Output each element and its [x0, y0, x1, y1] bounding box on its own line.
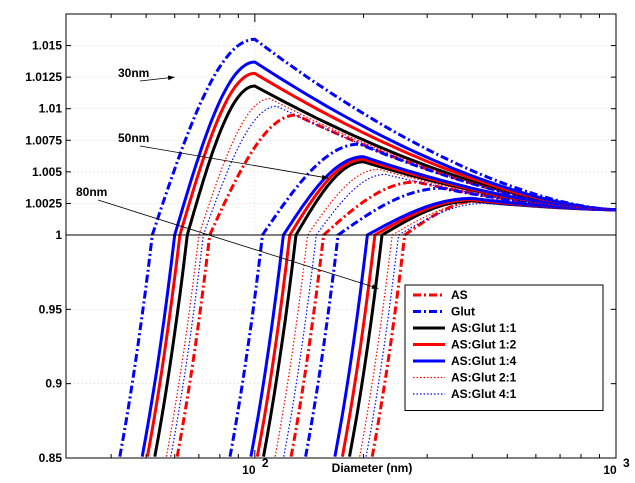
annotation-layer: 30nm 50nm 80nm	[76, 66, 379, 289]
annotation-arrowhead	[371, 284, 379, 289]
y-tick-label: 0.85	[39, 451, 63, 465]
series-line	[359, 201, 613, 457]
series-line	[333, 196, 616, 457]
plot-frame	[65, 13, 617, 459]
axes-layer: 0.85 0.9 0.95 1 1.0025 1.005 1.0075 1.01 1.0125 1…	[25, 13, 630, 477]
series-line	[118, 37, 616, 457]
x-tick-label: 10	[242, 463, 256, 477]
series-line	[165, 97, 608, 457]
y-tick-label: 1	[55, 228, 62, 242]
series-line	[145, 71, 616, 457]
x-tick-exponent: 3	[623, 456, 630, 470]
legend-label: Glut	[451, 305, 475, 319]
annotation-label: 80nm	[76, 185, 107, 199]
legend-box	[404, 284, 604, 411]
series-line	[228, 142, 610, 457]
series-line	[170, 105, 616, 457]
x-tick-label: 10	[603, 463, 617, 477]
series-line	[249, 155, 616, 457]
series-line	[304, 186, 616, 457]
x-tick-exponent: 2	[262, 456, 269, 470]
annotation-arrowhead	[321, 174, 329, 180]
annotation-label: 50nm	[118, 131, 149, 145]
y-tick-label: 0.9	[45, 377, 62, 391]
legend-label: AS:Glut 1:2	[451, 338, 517, 352]
y-tick-label: 0.95	[39, 302, 63, 316]
annotation-arrow	[139, 145, 329, 179]
x-axis-label: Diameter (nm)	[332, 461, 413, 475]
y-tick-label: 1.01	[39, 102, 63, 116]
legend-label: AS:Glut 1:1	[451, 321, 517, 335]
y-tick-label: 1.0125	[25, 70, 62, 84]
series-line	[274, 168, 616, 457]
y-tick-label: 1.0075	[25, 133, 62, 147]
y-tick-label: 1.015	[32, 39, 62, 53]
legend-label: AS:Glut 2:1	[451, 371, 517, 385]
series-line	[153, 84, 616, 457]
annotation-arrow	[97, 199, 379, 289]
legend-label: AS:Glut 4:1	[451, 387, 517, 401]
series-line	[283, 173, 616, 457]
annotation-arrowhead	[167, 75, 175, 81]
series-line	[175, 113, 616, 457]
legend-label: AS	[451, 288, 468, 302]
y-tick-label: 1.005	[32, 165, 62, 179]
series-group	[118, 37, 616, 457]
series-line	[140, 60, 616, 457]
legend: AS Glut AS:Glut 1:1 AS:Glut 1:2 AS:Glut 1:4 A…	[404, 284, 604, 411]
annotation-label: 30nm	[118, 66, 149, 80]
curves-layer	[118, 37, 616, 457]
y-tick-label: 1.0025	[25, 196, 62, 210]
legend-label: AS:Glut 1:4	[451, 354, 517, 368]
